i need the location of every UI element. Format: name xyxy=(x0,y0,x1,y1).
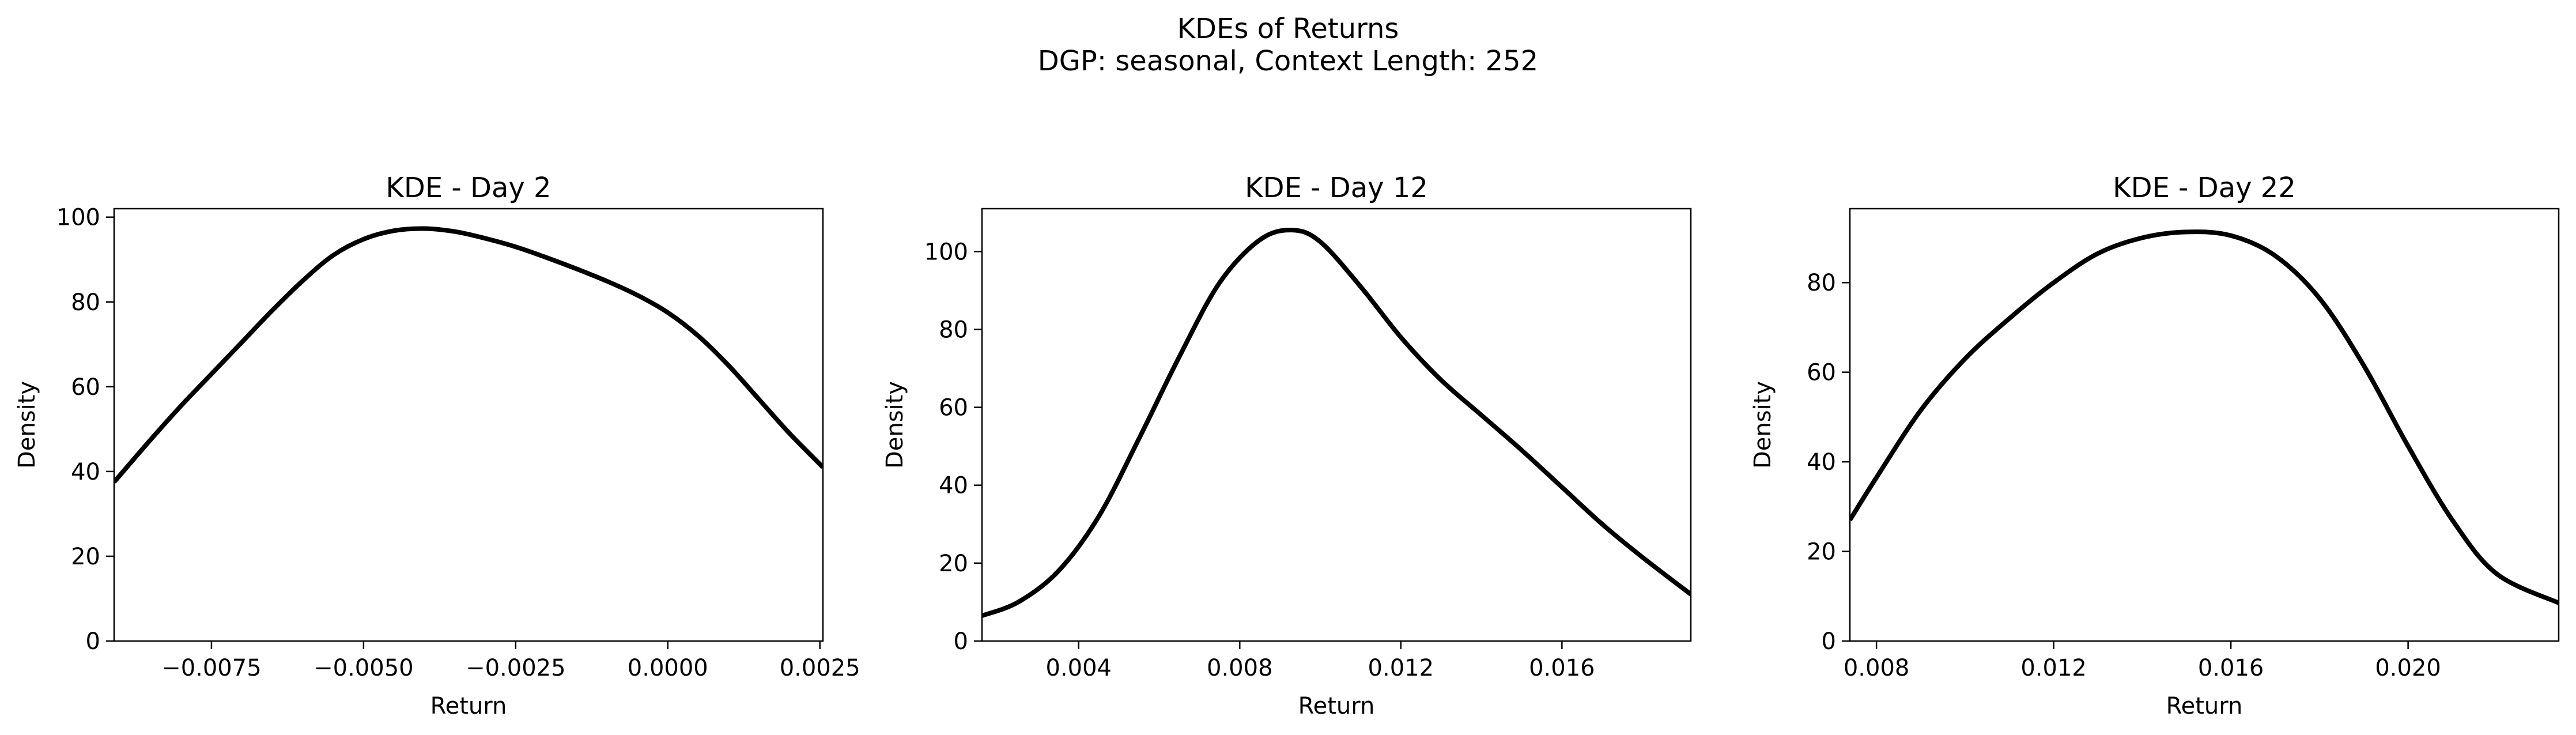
y-tick-label: 0 xyxy=(86,628,100,655)
x-tick-label: −0.0075 xyxy=(161,655,261,681)
x-tick-label: 0.016 xyxy=(2198,655,2264,681)
y-tick-label: 40 xyxy=(1807,449,1836,476)
x-tick-label: 0.012 xyxy=(2020,655,2087,681)
y-tick-label: 80 xyxy=(1807,270,1836,296)
y-tick-label: 80 xyxy=(939,316,968,343)
kde-curve-2 xyxy=(982,228,1691,618)
x-axis-label: Return xyxy=(2166,693,2243,719)
subplot-3: 0.008 0.012 0.016 0.020 0 20 40 60 80 KDE - Day 2… xyxy=(1750,172,2560,719)
x-tick-label: 0.004 xyxy=(1045,655,1112,681)
figure-subtitle: DGP: seasonal, Context Length: 252 xyxy=(1037,45,1539,77)
x-tick-label: 0.008 xyxy=(1207,655,1273,681)
x-tick-label: 0.020 xyxy=(2375,655,2441,681)
figure-title: KDEs of Returns xyxy=(1177,13,1399,45)
y-tick-label: 40 xyxy=(939,473,968,499)
y-tick-label: 60 xyxy=(1807,360,1836,386)
y-axis-label: Density xyxy=(1750,381,1776,469)
subplot-2: 0.004 0.008 0.012 0.016 0 20 40 60 80 100 KDE - Da… xyxy=(882,172,1692,719)
subplot-title: KDE - Day 2 xyxy=(386,172,551,204)
y-tick-label: 60 xyxy=(939,395,968,421)
x-tick-label: 0.012 xyxy=(1368,655,1434,681)
x-tick-label: −0.0025 xyxy=(466,655,565,681)
y-tick-label: 80 xyxy=(71,289,100,316)
y-tick-label: 20 xyxy=(1807,539,1836,566)
subplot-title: KDE - Day 12 xyxy=(1245,172,1428,204)
y-tick-label: 40 xyxy=(71,459,100,485)
axes-frame xyxy=(1849,208,2560,642)
y-tick-label: 0 xyxy=(1822,628,1836,655)
kde-curve-1 xyxy=(114,226,823,484)
y-axis-label: Density xyxy=(882,381,908,469)
y-tick-label: 0 xyxy=(954,628,968,655)
kde-curve-3 xyxy=(1850,229,2559,605)
y-tick-label: 60 xyxy=(71,374,100,401)
x-axis-label: Return xyxy=(430,693,507,719)
x-tick-label: −0.0050 xyxy=(313,655,413,681)
x-tick-label: 0.0000 xyxy=(628,655,708,681)
subplot-1: −0.0075 −0.0050 −0.0025 0.0000 0.0025 0 20 40 60… xyxy=(14,172,860,719)
y-axis-label: Density xyxy=(14,381,40,469)
y-tick-label: 20 xyxy=(939,551,968,577)
y-tick-label: 20 xyxy=(71,544,100,570)
y-tick-label: 100 xyxy=(924,239,968,265)
axes-frame xyxy=(113,208,824,642)
axes-frame xyxy=(981,208,1692,642)
subplot-title: KDE - Day 22 xyxy=(2113,172,2296,204)
y-tick-label: 100 xyxy=(56,205,100,231)
x-tick-label: 0.016 xyxy=(1529,655,1595,681)
x-axis-label: Return xyxy=(1298,693,1375,719)
x-tick-label: 0.008 xyxy=(1844,655,1910,681)
x-tick-label: 0.0025 xyxy=(780,655,860,681)
